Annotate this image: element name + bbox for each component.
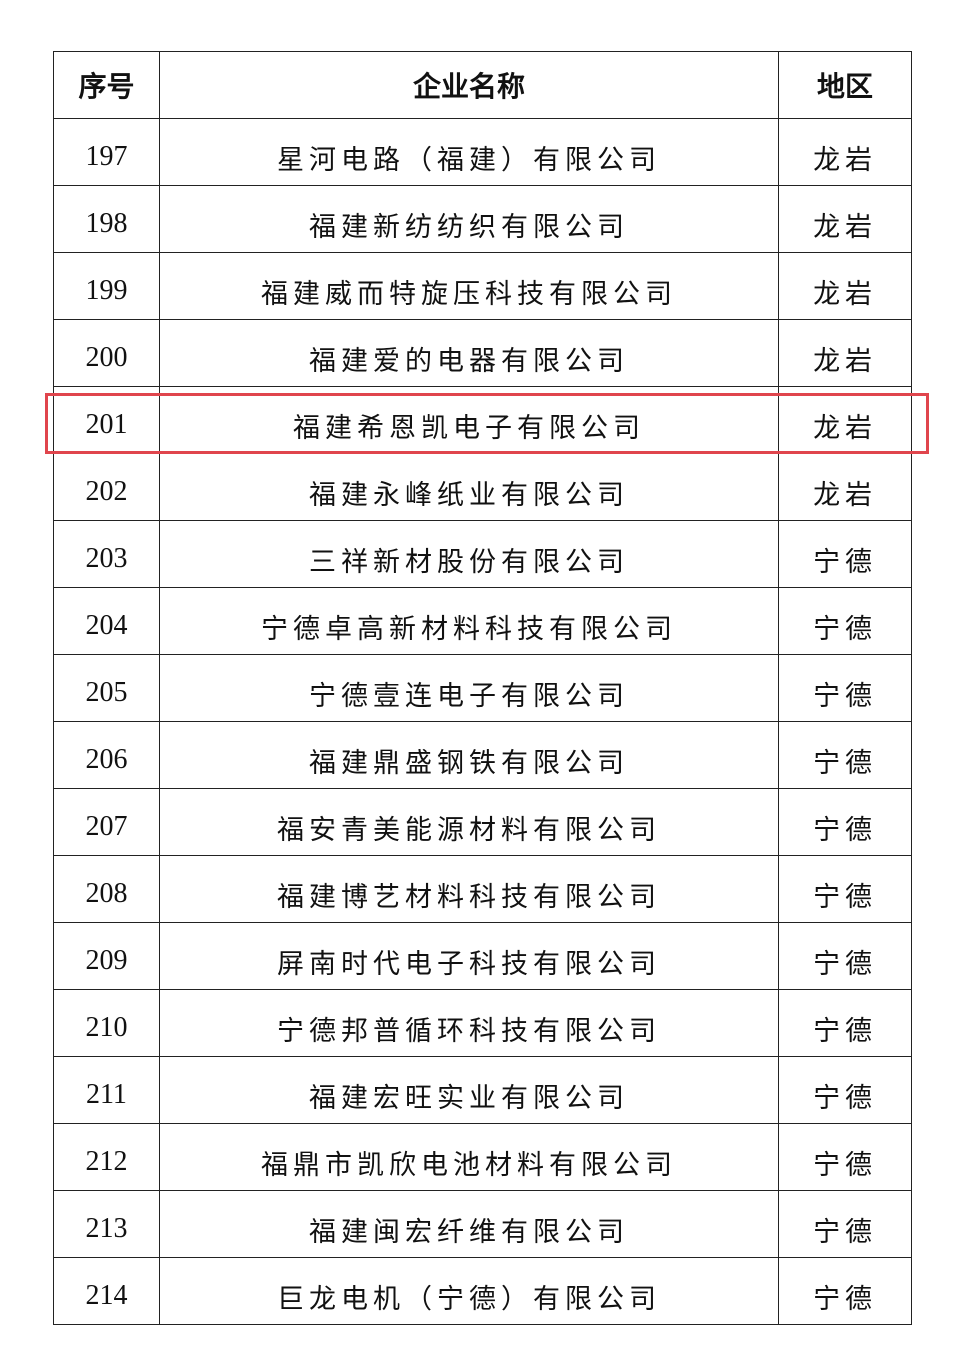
cell-region: 宁德 [778, 922, 912, 990]
cell-region: 宁德 [778, 587, 912, 655]
cell-region: 宁德 [778, 989, 912, 1057]
cell-name: 福建闽宏纤维有限公司 [158, 1190, 780, 1258]
cell-no: 197 [53, 118, 160, 186]
header-row: 序号 企业名称 地区 [53, 51, 912, 119]
cell-no: 208 [53, 855, 160, 923]
cell-name: 福安青美能源材料有限公司 [158, 788, 780, 856]
cell-no: 211 [53, 1056, 160, 1124]
cell-name: 巨龙电机（宁德）有限公司 [158, 1257, 780, 1325]
cell-name: 福建爱的电器有限公司 [158, 319, 780, 387]
table-row: 197 星河电路（福建）有限公司 龙岩 [53, 118, 912, 186]
table-row: 204 宁德卓高新材料科技有限公司 宁德 [53, 587, 912, 655]
cell-region: 宁德 [778, 788, 912, 856]
cell-no: 201 [53, 386, 160, 454]
cell-no: 209 [53, 922, 160, 990]
table-row: 206 福建鼎盛钢铁有限公司 宁德 [53, 721, 912, 789]
cell-region: 宁德 [778, 721, 912, 789]
cell-no: 207 [53, 788, 160, 856]
cell-name: 宁德卓高新材料科技有限公司 [158, 587, 780, 655]
table-row: 202 福建永峰纸业有限公司 龙岩 [53, 453, 912, 521]
table-row: 209 屏南时代电子科技有限公司 宁德 [53, 922, 912, 990]
cell-region: 宁德 [778, 1190, 912, 1258]
cell-region: 宁德 [778, 1257, 912, 1325]
cell-region: 龙岩 [778, 252, 912, 320]
cell-region: 宁德 [778, 654, 912, 722]
table-row: 208 福建博艺材料科技有限公司 宁德 [53, 855, 912, 923]
cell-no: 206 [53, 721, 160, 789]
cell-name: 屏南时代电子科技有限公司 [158, 922, 780, 990]
table-row: 207 福安青美能源材料有限公司 宁德 [53, 788, 912, 856]
cell-no: 202 [53, 453, 160, 521]
cell-no: 213 [53, 1190, 160, 1258]
enterprise-table: 序号 企业名称 地区 197 星河电路（福建）有限公司 龙岩 198 福建新纺纺织有限公… [53, 51, 912, 1325]
header-region: 地区 [778, 51, 912, 119]
cell-no: 214 [53, 1257, 160, 1325]
cell-no: 198 [53, 185, 160, 253]
cell-region: 宁德 [778, 855, 912, 923]
cell-name: 三祥新材股份有限公司 [158, 520, 780, 588]
cell-region: 宁德 [778, 520, 912, 588]
cell-region: 宁德 [778, 1056, 912, 1124]
table-row: 203 三祥新材股份有限公司 宁德 [53, 520, 912, 588]
cell-region: 龙岩 [778, 386, 912, 454]
cell-name: 福建宏旺实业有限公司 [158, 1056, 780, 1124]
cell-region: 宁德 [778, 1123, 912, 1191]
cell-name: 福鼎市凯欣电池材料有限公司 [158, 1123, 780, 1191]
cell-name: 星河电路（福建）有限公司 [158, 118, 780, 186]
cell-no: 200 [53, 319, 160, 387]
cell-name: 福建博艺材料科技有限公司 [158, 855, 780, 923]
cell-name: 福建永峰纸业有限公司 [158, 453, 780, 521]
cell-name: 宁德壹连电子有限公司 [158, 654, 780, 722]
header-name: 企业名称 [158, 51, 780, 119]
table-row: 211 福建宏旺实业有限公司 宁德 [53, 1056, 912, 1124]
table-row: 200 福建爱的电器有限公司 龙岩 [53, 319, 912, 387]
table-row: 214 巨龙电机（宁德）有限公司 宁德 [53, 1257, 912, 1325]
cell-name: 福建鼎盛钢铁有限公司 [158, 721, 780, 789]
table-row: 213 福建闽宏纤维有限公司 宁德 [53, 1190, 912, 1258]
cell-no: 199 [53, 252, 160, 320]
cell-name: 宁德邦普循环科技有限公司 [158, 989, 780, 1057]
cell-region: 龙岩 [778, 319, 912, 387]
cell-name: 福建威而特旋压科技有限公司 [158, 252, 780, 320]
cell-name: 福建新纺纺织有限公司 [158, 185, 780, 253]
table-row: 198 福建新纺纺织有限公司 龙岩 [53, 185, 912, 253]
table-row: 212 福鼎市凯欣电池材料有限公司 宁德 [53, 1123, 912, 1191]
cell-no: 203 [53, 520, 160, 588]
cell-name: 福建希恩凯电子有限公司 [158, 386, 780, 454]
cell-no: 212 [53, 1123, 160, 1191]
header-no: 序号 [53, 51, 160, 119]
cell-no: 204 [53, 587, 160, 655]
cell-region: 龙岩 [778, 118, 912, 186]
cell-no: 205 [53, 654, 160, 722]
table-row: 210 宁德邦普循环科技有限公司 宁德 [53, 989, 912, 1057]
table-row: 205 宁德壹连电子有限公司 宁德 [53, 654, 912, 722]
cell-region: 龙岩 [778, 185, 912, 253]
table-row: 201 福建希恩凯电子有限公司 龙岩 [53, 386, 912, 454]
table-row: 199 福建威而特旋压科技有限公司 龙岩 [53, 252, 912, 320]
cell-region: 龙岩 [778, 453, 912, 521]
cell-no: 210 [53, 989, 160, 1057]
